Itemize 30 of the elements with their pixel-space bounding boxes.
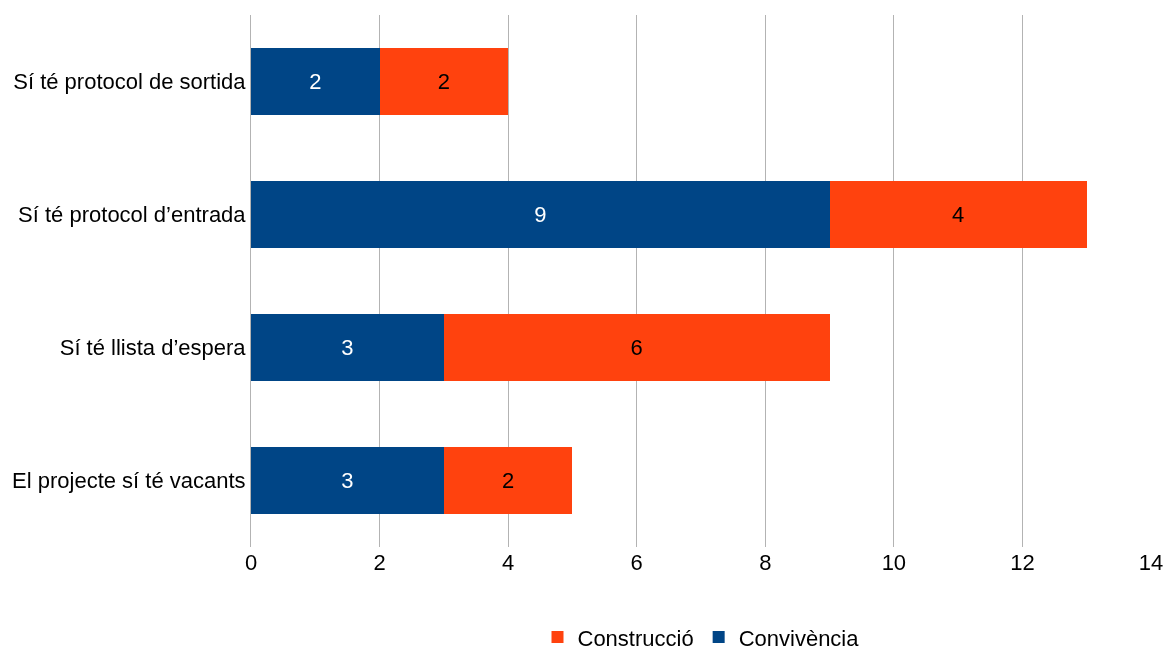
x-tick-label: 0: [244, 550, 258, 575]
bar: [443, 314, 830, 381]
bar: [379, 48, 509, 115]
y-tick-label: Sí té protocol de sortida: [13, 69, 247, 95]
legend-label: Convivència: [738, 625, 860, 651]
data-label: 3: [341, 335, 354, 360]
data-label: 4: [952, 202, 965, 227]
data-label: 2: [437, 69, 450, 94]
bar: [251, 314, 444, 381]
y-tick-label: El projecte sí té vacants: [12, 468, 246, 494]
legend-label: Construcció: [577, 625, 694, 651]
x-tick-label: 10: [881, 550, 907, 575]
data-label: 6: [630, 335, 643, 360]
y-tick-label: Sí té llista d’espera: [59, 335, 247, 361]
x-tick-label: 8: [759, 550, 772, 575]
x-tick-label: 4: [502, 550, 515, 575]
data-label: 2: [309, 69, 322, 94]
bar: [251, 181, 830, 248]
x-tick-label: 2: [373, 550, 386, 575]
y-tick-label: Sí té protocol d’entrada: [18, 202, 247, 228]
data-label: 3: [341, 468, 354, 493]
bar: [251, 447, 444, 514]
bar: [251, 48, 380, 115]
x-tick-label: 12: [1010, 550, 1035, 575]
bar: [829, 181, 1087, 248]
x-tick-label: 6: [630, 550, 643, 575]
data-label: 9: [534, 202, 547, 227]
x-tick-label: 14: [1138, 550, 1164, 575]
bar: [443, 447, 573, 514]
data-label: 2: [502, 468, 515, 493]
